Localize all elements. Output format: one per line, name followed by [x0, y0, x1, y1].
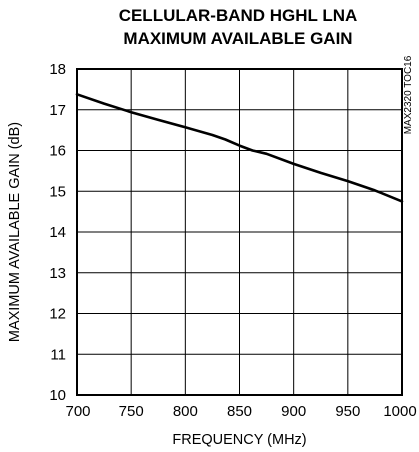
series-line: [75, 93, 404, 203]
x-tick-label: 800: [173, 403, 198, 420]
x-tick-label: 950: [335, 403, 360, 420]
y-tick-label: 18: [49, 61, 66, 78]
x-tick-labels: 700 750 800 850 900 950 1000: [65, 403, 416, 420]
y-tick-label: 16: [49, 143, 66, 160]
y-tick-label: 17: [49, 102, 66, 119]
y-tick-label: 13: [49, 265, 66, 282]
y-tick-label: 11: [50, 346, 66, 363]
chart-title-line-1: CELLULAR-BAND HGHL LNA: [119, 6, 358, 25]
y-tick-label: 10: [49, 387, 66, 404]
figure-code-annotation: MAX2320 TOC16: [403, 55, 414, 134]
x-tick-label: 1000: [383, 403, 416, 420]
y-tick-labels: 10 11 12 13 14 15 16 17 18: [49, 61, 66, 404]
grid: [77, 69, 402, 395]
y-tick-label: 12: [49, 306, 66, 323]
x-axis-label: FREQUENCY (MHz): [172, 432, 306, 448]
y-tick-label: 15: [49, 183, 66, 200]
plot-frame: [76, 68, 403, 396]
y-axis-label: MAXIMUM AVAILABLE GAIN (dB): [7, 122, 23, 342]
x-tick-label: 700: [65, 403, 90, 420]
x-tick-label: 850: [227, 403, 252, 420]
x-tick-label: 900: [281, 403, 306, 420]
x-tick-label: 750: [119, 403, 144, 420]
chart-title-line-2: MAXIMUM AVAILABLE GAIN: [123, 29, 352, 48]
y-tick-label: 14: [49, 224, 66, 241]
